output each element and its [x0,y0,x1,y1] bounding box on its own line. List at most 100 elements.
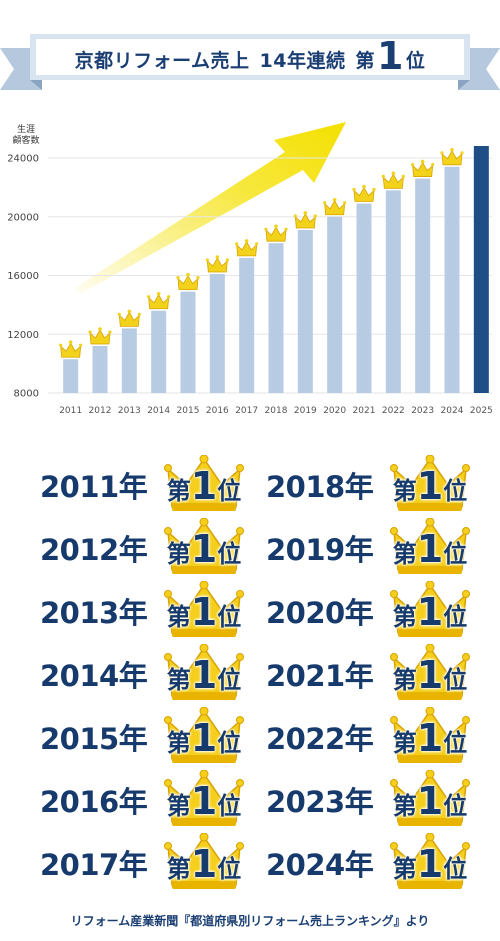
rank-number: 1 [416,464,444,508]
bar-2021 [356,203,372,393]
ranking-year: 2013年 [40,596,148,630]
x-tick-label: 2013 [118,406,141,416]
banner-rank-number: 1 [376,34,404,78]
ranking-year: 2024年 [266,848,374,882]
rank-number: 1 [416,779,444,823]
bar-2020 [327,216,343,393]
y-tick-label: 20000 [7,212,39,223]
bar-2013 [121,328,137,393]
bar-2012 [92,346,108,393]
rank-suffix: 位 [217,729,242,757]
x-tick-label: 2018 [265,406,288,416]
bar-2023 [415,178,431,393]
ranking-year: 2019年 [266,533,374,567]
ranking-item: 2013年 第1位 [40,581,246,641]
ranking-list: 2011年 第1位 2012年 第1位 [0,455,500,905]
ranking-item: 2022年 第1位 [266,707,472,767]
rank-suffix: 位 [443,540,468,568]
crown-icon [176,272,200,291]
ranking-rank: 第1位 [162,719,246,758]
rank-number: 1 [190,842,218,886]
growth-arrow [75,122,346,294]
rank-suffix: 位 [443,729,468,757]
ranking-year: 2016年 [40,785,148,819]
ranking-year: 2022年 [266,722,374,756]
ranking-year: 2023年 [266,785,374,819]
rank-number: 1 [190,464,218,508]
bar-2025 [473,146,489,393]
rank-number: 1 [190,779,218,823]
ranking-year: 2017年 [40,848,148,882]
bar-2019 [297,229,313,393]
y-tick-label: 16000 [7,271,39,282]
ranking-badge: 第1位 [162,518,246,578]
rank-suffix: 位 [217,792,242,820]
crown-icon [352,184,376,202]
ranking-item: 2018年 第1位 [266,455,472,515]
banner-title-years: 14年連続 [259,49,346,72]
customer-chart: 生涯 顧客数 8000 12000 16000 20000 24000 2011 2012 2… [0,110,500,430]
ranking-badge: 第1位 [162,581,246,641]
crown-icon [59,340,83,358]
bar-2017 [239,257,255,393]
rank-suffix: 位 [217,666,242,694]
rank-suffix: 位 [443,666,468,694]
chart-svg: 8000 12000 16000 20000 24000 2011 2012 2013 2014… [7,122,493,416]
ranking-year: 2018年 [266,470,374,504]
rank-suffix: 位 [443,792,468,820]
ranking-badge: 第1位 [162,833,246,893]
rank-prefix: 第 [166,477,191,505]
rank-number: 1 [416,653,444,697]
x-tick-label: 2019 [294,406,317,416]
ranking-year: 2012年 [40,533,148,567]
bar-2016 [209,274,225,393]
x-tick-label: 2024 [441,406,464,416]
crown-icon [411,159,435,177]
ranking-item: 2011年 第1位 [40,455,246,515]
rank-suffix: 位 [443,603,468,631]
ranking-badge: 第1位 [162,770,246,830]
rank-suffix: 位 [443,477,468,505]
crown-icon [205,255,229,273]
bar-2018 [268,243,284,393]
ranking-item: 2014年 第1位 [40,644,246,704]
ranking-badge: 第1位 [388,644,472,704]
ranking-year: 2021年 [266,659,374,693]
x-tick-label: 2025 [470,406,493,416]
ranking-item: 2016年 第1位 [40,770,246,830]
ranking-rank: 第1位 [388,845,472,884]
crown-icon [88,327,112,345]
ranking-rank: 第1位 [162,593,246,632]
x-tick-label: 2014 [147,406,170,416]
ranking-item: 2021年 第1位 [266,644,472,704]
ranking-year: 2011年 [40,470,148,504]
bar-2011 [63,359,79,393]
y-tick-label: 12000 [7,330,39,341]
ranking-badge: 第1位 [162,707,246,767]
rank-prefix: 第 [392,729,417,757]
x-tick-label: 2016 [206,406,229,416]
ranking-year: 2014年 [40,659,148,693]
x-tick-label: 2017 [235,406,258,416]
x-tick-label: 2021 [353,406,376,416]
bar-2022 [385,190,401,393]
rank-prefix: 第 [166,666,191,694]
ranking-rank: 第1位 [388,719,472,758]
ranking-item: 2017年 第1位 [40,833,246,893]
rank-number: 1 [416,842,444,886]
ranking-badge: 第1位 [388,455,472,515]
crown-icon [293,211,317,229]
rank-number: 1 [190,527,218,571]
rank-number: 1 [190,716,218,760]
x-tick-label: 2011 [59,406,82,416]
ranking-badge: 第1位 [388,707,472,767]
rank-prefix: 第 [392,666,417,694]
ranking-badge: 第1位 [388,833,472,893]
rank-prefix: 第 [166,792,191,820]
x-tick-label: 2022 [382,406,405,416]
banner-ribbon-shape [0,34,500,90]
ranking-rank: 第1位 [162,782,246,821]
rank-number: 1 [416,716,444,760]
x-tick-label: 2023 [411,406,434,416]
rank-suffix: 位 [217,855,242,883]
